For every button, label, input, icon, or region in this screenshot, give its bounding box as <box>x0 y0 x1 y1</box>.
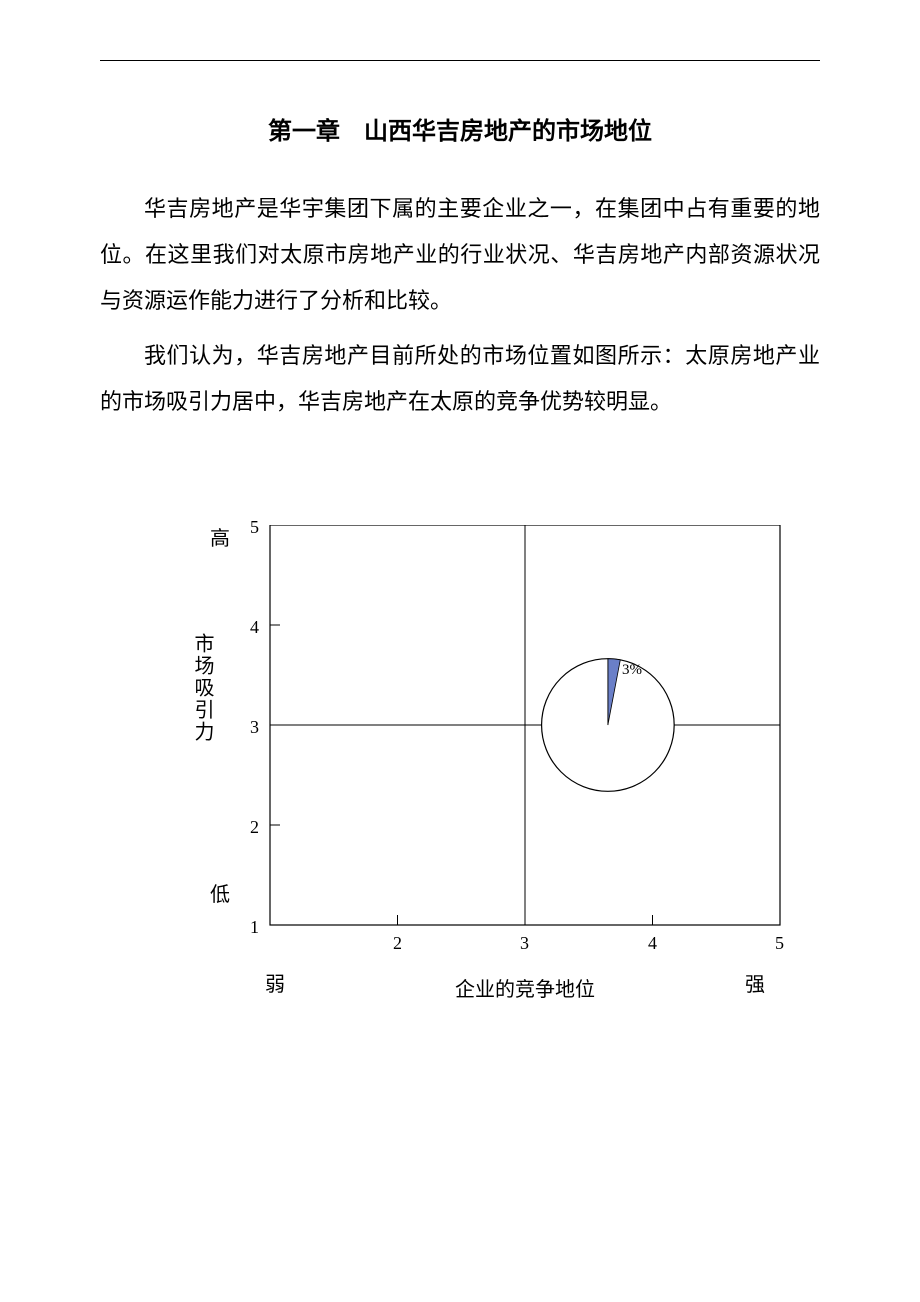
y-axis-high-label: 高 <box>210 522 230 551</box>
y-axis-low-label: 低 <box>210 878 230 907</box>
y-tick-1: 1 <box>250 917 259 938</box>
market-position-chart: 高 低 市场吸引力 弱 强 企业的竞争地位 5 4 3 2 1 2 3 4 5 … <box>200 525 800 1005</box>
x-axis-weak-label: 弱 <box>265 968 285 997</box>
paragraph-2: 我们认为，华吉房地产目前所处的市场位置如图所示：太原房地产业的市场吸引力居中，华… <box>100 333 820 425</box>
chapter-title: 第一章 山西华吉房地产的市场地位 <box>100 111 820 146</box>
x-tick-5: 5 <box>775 933 784 954</box>
top-rule <box>100 60 820 61</box>
x-axis-strong-label: 强 <box>745 968 765 997</box>
y-tick-2: 2 <box>250 817 259 838</box>
y-tick-3: 3 <box>250 717 259 738</box>
x-tick-4: 4 <box>648 933 657 954</box>
y-tick-4: 4 <box>250 617 259 638</box>
y-tick-5: 5 <box>250 517 259 538</box>
bubble-pie-label: 3% <box>622 662 642 679</box>
x-tick-3: 3 <box>520 933 529 954</box>
paragraph-1: 华吉房地产是华宇集团下属的主要企业之一，在集团中占有重要的地位。在这里我们对太原… <box>100 186 820 325</box>
x-tick-2: 2 <box>393 933 402 954</box>
y-axis-title: 市场吸引力 <box>195 633 217 743</box>
x-axis-title: 企业的竞争地位 <box>455 973 595 1002</box>
chart-svg <box>200 525 800 965</box>
